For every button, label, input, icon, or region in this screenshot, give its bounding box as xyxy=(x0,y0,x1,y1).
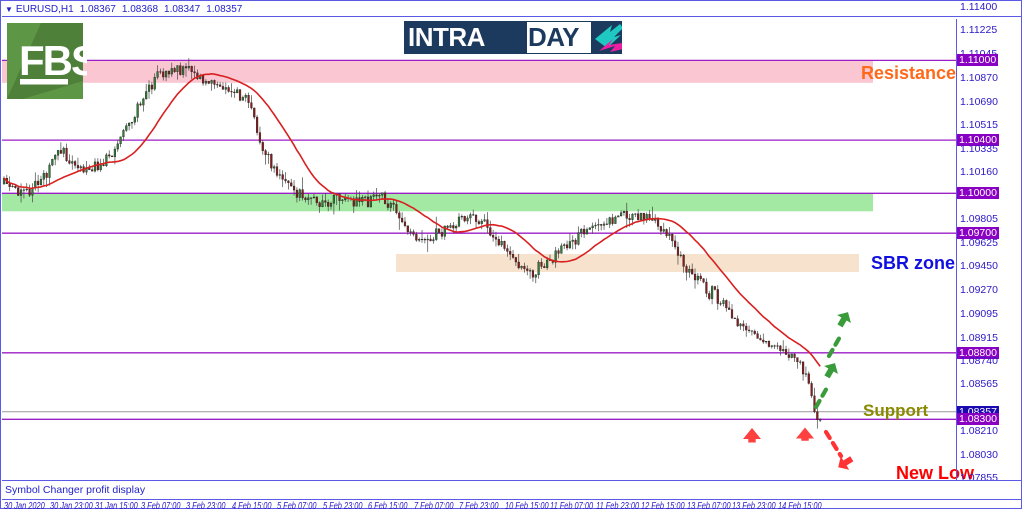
svg-text:DAY: DAY xyxy=(528,22,579,52)
svg-text:INTRA: INTRA xyxy=(408,22,486,52)
svg-text:FBS: FBS xyxy=(19,37,87,84)
